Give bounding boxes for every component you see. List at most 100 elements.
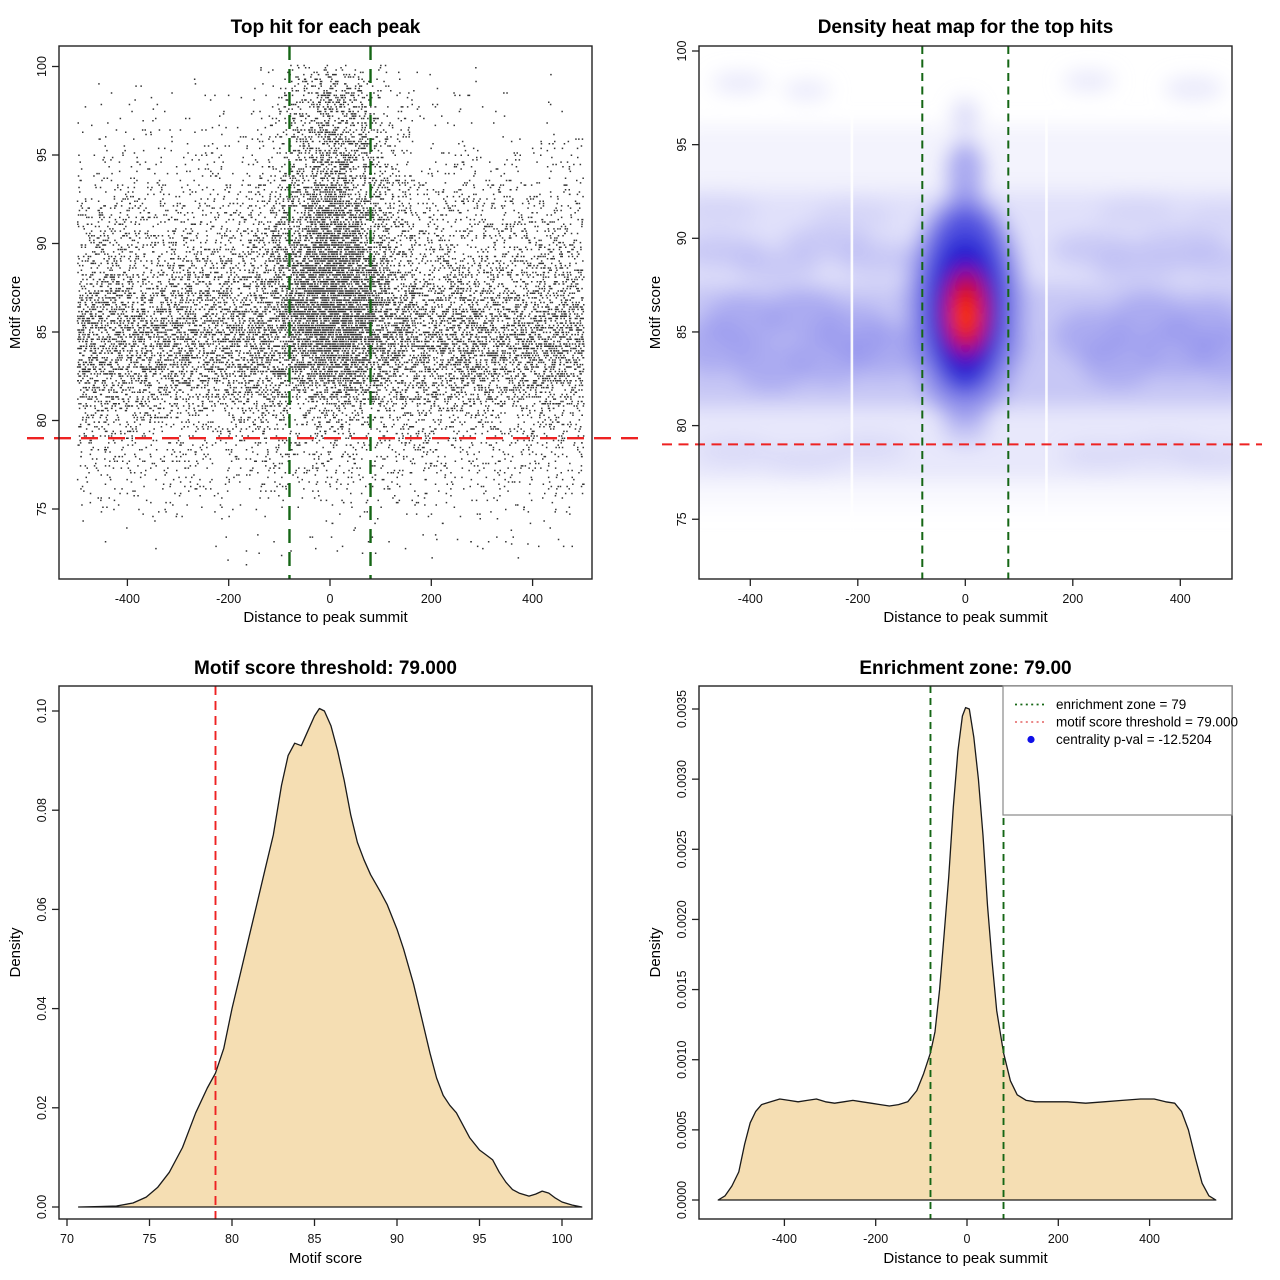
heat-blob [764,445,845,474]
panel-score-density: Motif score threshold: 79.000 70 75 80 85 90… [7,658,593,1267]
heat-blob [1190,328,1232,381]
heat-blob [711,72,768,93]
x-tick-label: 70 [60,1232,74,1246]
heat-blob [945,140,986,205]
y-tick-label: 75 [675,512,689,526]
heat-blob [1062,70,1115,91]
panel-title: Top hit for each peak [231,17,421,38]
panel-title: Motif score threshold: 79.000 [194,658,457,679]
x-tick-label: -400 [115,592,140,606]
heatmap-density-layer [699,46,1232,579]
x-tick-label: 200 [1048,1232,1069,1246]
scatter-axes: -400 -200 0 200 400 75 80 85 90 95 100 [35,56,543,606]
heat-blob [1163,77,1224,100]
y-tick-label: 0.08 [35,798,49,822]
x-tick-label: 75 [143,1232,157,1246]
distance-density-curve-layer [717,686,1217,1219]
y-tick-label: 85 [675,325,689,339]
x-tick-label: 85 [308,1232,322,1246]
x-tick-label: 0 [962,592,969,606]
x-tick-label: -200 [216,592,241,606]
heat-blob [835,241,924,276]
y-tick-label: 0.0035 [675,690,689,728]
legend-item-motif-threshold: motif score threshold = 79.000 [1056,715,1238,730]
y-tick-label: 90 [35,237,49,251]
x-tick-label: 400 [1170,592,1191,606]
y-tick-label: 0.02 [35,1096,49,1120]
heat-blob [941,413,990,446]
y-tick-label: 0.10 [35,699,49,723]
legend-item-centrality-pval: centrality p-val = -12.5204 [1056,732,1212,747]
x-tick-label: 0 [964,1232,971,1246]
y-tick-label: 0.0025 [675,830,689,868]
heat-blob [699,437,775,466]
panel-title: Enrichment zone: 79.00 [859,658,1071,679]
heat-blob [1059,441,1140,470]
x-tick-label: 200 [421,592,442,606]
heat-band [699,481,1232,510]
x-tick-label: 0 [327,592,334,606]
y-tick-label: 90 [675,231,689,245]
y-tick-label: 80 [675,419,689,433]
heat-blob [828,434,909,463]
x-axis-label: Motif score [289,1250,362,1267]
y-tick-label: 0.0030 [675,760,689,798]
heat-blob [1177,443,1232,472]
heat-blob [1183,203,1232,236]
heat-blob [1080,335,1157,388]
y-axis-label: Motif score [647,276,664,349]
heat-blob [733,339,810,392]
plot-box [58,685,593,1220]
heat-blob [1176,243,1232,278]
score-density-axes: 70 75 80 85 90 95 100 0.00 0.02 0.04 0.06 0.08 0.10 [35,699,572,1246]
y-tick-label: 75 [35,502,49,516]
y-tick-label: 0.06 [35,897,49,921]
panel-distance-density: Enrichment zone: 79.00 -400 -200 0 200 400 0.… [647,658,1238,1267]
y-tick-label: 0.0015 [675,970,689,1008]
panel-title: Density heat map for the top hits [818,17,1114,38]
x-axis-label: Distance to peak summit [883,609,1048,626]
x-tick-label: 100 [552,1232,573,1246]
x-tick-label: 80 [225,1232,239,1246]
legend-blue-point-icon [1027,735,1035,744]
panel-heatmap: Density heat map for the top hits -400 -2… [647,17,1262,626]
plot-box [698,685,1233,1220]
density-curve [77,707,583,1208]
y-tick-label: 0.04 [35,996,49,1020]
y-axis-label: Density [7,927,24,978]
x-tick-label: 95 [473,1232,487,1246]
heat-blob [782,81,831,100]
x-tick-label: 90 [390,1232,404,1246]
scatter-points [76,64,585,566]
y-tick-label: 0.0020 [675,900,689,938]
y-tick-label: 85 [35,325,49,339]
x-tick-label: -400 [772,1232,797,1246]
x-axis-label: Distance to peak summit [243,609,408,626]
x-tick-label: 200 [1062,592,1083,606]
legend-item-enrichment-zone: enrichment zone = 79 [1056,697,1186,712]
y-tick-label: 0.00 [35,1195,49,1219]
legend: enrichment zone = 79 motif score thresho… [1002,685,1238,816]
heat-blob [956,301,974,332]
heatmap-axes: -400 -200 0 200 400 75 80 85 90 95 100 [675,41,1191,606]
x-axis-label: Distance to peak summit [883,1250,1048,1267]
heatmap-threshold-lines [662,46,1262,579]
x-tick-label: 400 [1139,1232,1160,1246]
heat-blob [952,98,979,135]
heat-blob [704,294,781,347]
y-axis-label: Density [647,927,664,978]
y-tick-label: 100 [675,41,689,62]
y-tick-label: 80 [35,414,49,428]
scatter-threshold-lines [27,46,643,579]
y-tick-label: 0.0000 [675,1181,689,1219]
heat-blob [1097,196,1178,229]
density-curve [717,706,1217,1201]
heat-blob [699,194,759,227]
x-tick-label: -200 [845,592,870,606]
heatmap-blobs [699,70,1232,510]
y-tick-label: 95 [675,138,689,152]
panel-scatter: Top hit for each peak -400 -200 0 200 400 75 8… [7,17,643,626]
heat-blob [733,247,822,282]
x-tick-label: -400 [738,592,763,606]
